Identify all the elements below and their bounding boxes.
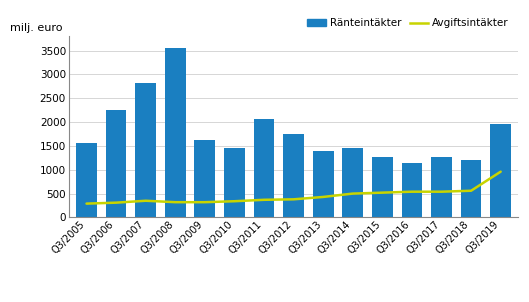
Legend: Ränteintäkter, Avgiftsintäkter: Ränteintäkter, Avgiftsintäkter [303, 14, 513, 33]
Bar [461, 160, 481, 217]
Bar [490, 124, 511, 217]
Bar [224, 148, 245, 217]
Bar [342, 148, 363, 217]
Bar [431, 157, 452, 217]
Bar [372, 157, 393, 217]
Bar [165, 48, 186, 217]
Text: milj. euro: milj. euro [11, 23, 63, 33]
Bar [76, 143, 97, 217]
Bar [106, 110, 126, 217]
Bar [283, 134, 304, 217]
Bar [313, 151, 333, 217]
Bar [135, 83, 156, 217]
Bar [195, 140, 215, 217]
Bar [402, 163, 422, 217]
Bar [254, 119, 275, 217]
